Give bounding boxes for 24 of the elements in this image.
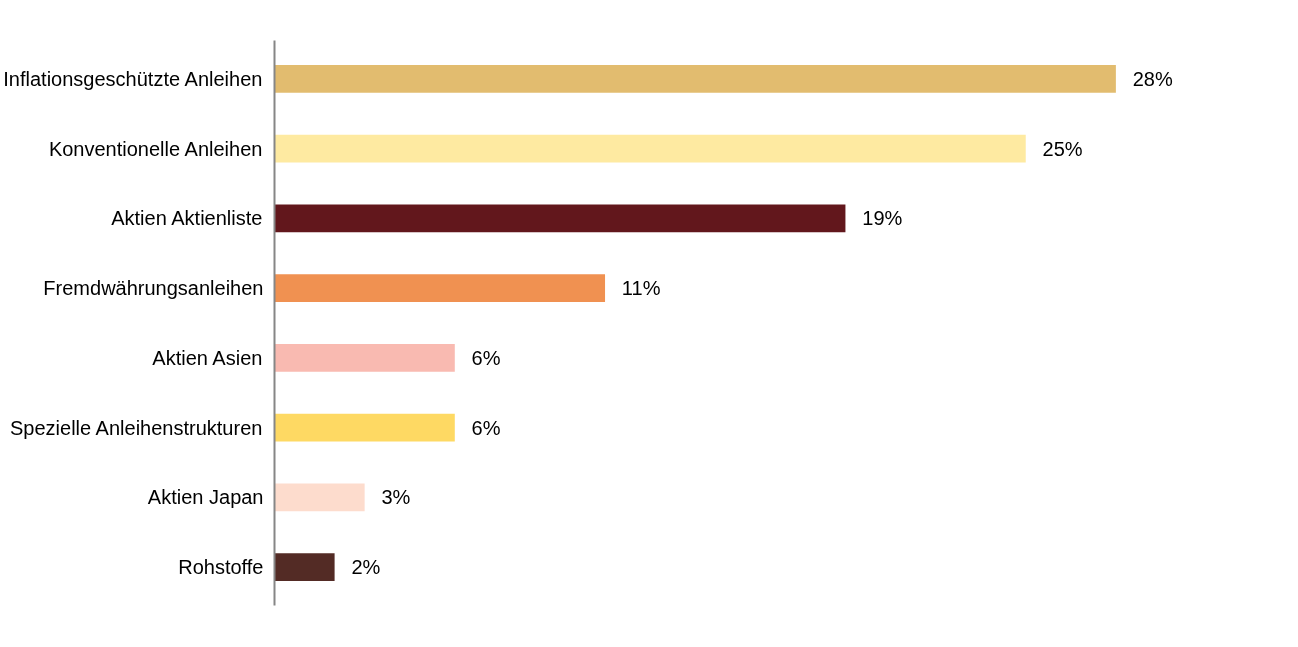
- y-tick-label: Spezielle Anleihenstrukturen: [10, 416, 263, 439]
- data-label: 6%: [471, 346, 501, 369]
- y-tick-label: Rohstoffe: [178, 556, 264, 579]
- y-tick-label: Aktien Aktienliste: [111, 207, 263, 230]
- bar: [274, 204, 846, 233]
- data-label: 3%: [381, 486, 411, 509]
- data-label: 11%: [621, 277, 661, 300]
- data-label: 6%: [471, 416, 501, 439]
- bar: [274, 483, 365, 512]
- data-label: 2%: [351, 556, 381, 579]
- bar: [274, 134, 1026, 163]
- bar: [274, 64, 1116, 93]
- bar: [274, 343, 455, 372]
- y-tick-label: Inflationsgeschützte Anleihen: [3, 67, 263, 90]
- data-label: 28%: [1132, 67, 1173, 90]
- bar: [274, 553, 335, 582]
- y-tick-label: Konventionelle Anleihen: [48, 137, 263, 160]
- data-label: 19%: [862, 207, 903, 230]
- y-tick-label: Fremdwährungsanleihen: [43, 277, 264, 300]
- y-tick-label: Aktien Japan: [147, 486, 264, 509]
- y-tick-label: Aktien Asien: [152, 346, 263, 369]
- bar: [274, 274, 606, 303]
- bar: [274, 413, 455, 442]
- data-label: 25%: [1042, 137, 1083, 160]
